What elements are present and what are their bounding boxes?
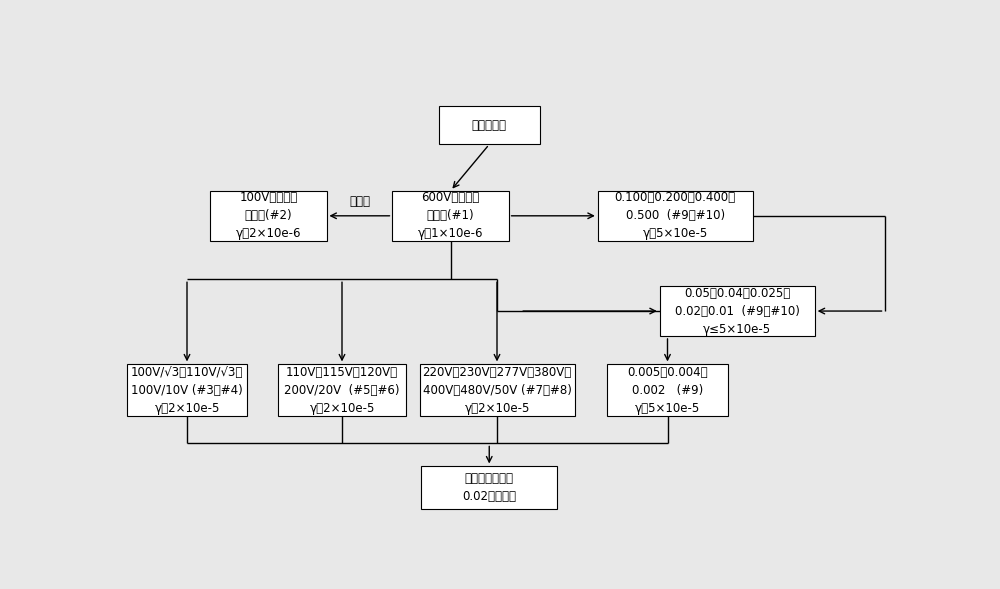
FancyBboxPatch shape	[278, 365, 406, 416]
FancyBboxPatch shape	[421, 466, 557, 509]
FancyBboxPatch shape	[439, 106, 540, 144]
FancyBboxPatch shape	[210, 191, 326, 241]
FancyBboxPatch shape	[660, 286, 815, 336]
Text: 100V/√3、110V/√3、
100V/10V (#3、#4)
γ＜2×10e-5: 100V/√3、110V/√3、 100V/10V (#3、#4) γ＜2×10…	[131, 366, 243, 415]
Text: 比较法: 比较法	[349, 194, 370, 208]
Text: 100V七盘感应
分压器(#2)
γ＜2×10e-6: 100V七盘感应 分压器(#2) γ＜2×10e-6	[236, 191, 301, 240]
FancyBboxPatch shape	[420, 365, 574, 416]
Text: 0.005、0.004、
0.002   (#9)
γ＜5×10e-5: 0.005、0.004、 0.002 (#9) γ＜5×10e-5	[627, 366, 708, 415]
FancyBboxPatch shape	[607, 365, 728, 416]
Text: 0.05、0.04、0.025、
0.02、0.01  (#9、#10)
γ≤5×10e-5: 0.05、0.04、0.025、 0.02、0.01 (#9、#10) γ≤5×…	[675, 287, 800, 336]
Text: 600V单盘感应
分压器(#1)
γ＜1×10e-6: 600V单盘感应 分压器(#1) γ＜1×10e-6	[418, 191, 483, 240]
Text: 参考电势法: 参考电势法	[472, 118, 507, 131]
FancyBboxPatch shape	[392, 191, 509, 241]
Text: 110V、115V、120V、
200V/20V  (#5、#6)
γ＜2×10e-5: 110V、115V、120V、 200V/20V (#5、#6) γ＜2×10e…	[284, 366, 400, 415]
Text: 220V、230V、277V、380V、
400V、480V/50V (#7、#8)
γ＜2×10e-5: 220V、230V、277V、380V、 400V、480V/50V (#7、#…	[422, 366, 572, 415]
Text: 微型电压互感器
0.02级及以下: 微型电压互感器 0.02级及以下	[462, 472, 516, 504]
FancyBboxPatch shape	[127, 365, 247, 416]
Text: 0.100、0.200、0.400、
0.500  (#9、#10)
γ＜5×10e-5: 0.100、0.200、0.400、 0.500 (#9、#10) γ＜5×10…	[615, 191, 736, 240]
FancyBboxPatch shape	[598, 191, 753, 241]
